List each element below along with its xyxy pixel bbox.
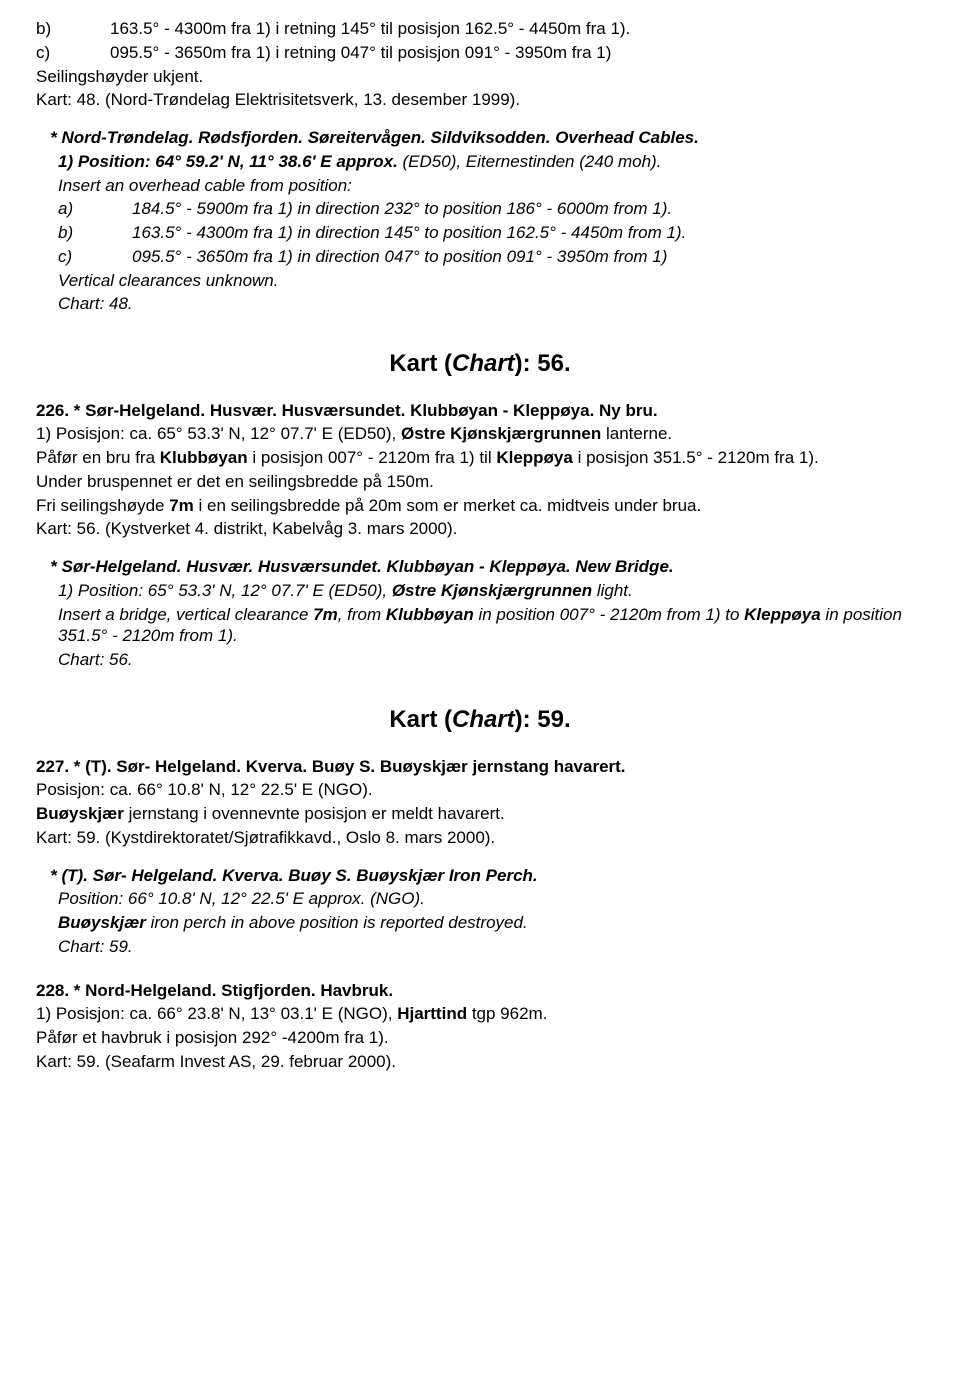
english-title: * Sør-Helgeland. Husvær. Husværsundet. K… [36,556,924,578]
fragment: tgp 962m. [467,1004,547,1023]
body-line: Fri seilingshøyde 7m i en seilingsbredde… [36,495,924,517]
body-line: Posisjon: ca. 66° 10.8' N, 12° 22.5' E (… [36,779,924,801]
body-line: Chart: 48. [36,293,924,315]
list-label: c) [36,42,110,64]
list-text: 163.5° - 4300m fra 1) i retning 145° til… [110,18,924,40]
fragment: jernstang i ovennevnte posisjon er meldt… [124,804,505,823]
fragment: ): 56. [515,350,571,377]
body-line: 1) Position: 64° 59.2' N, 11° 38.6' E ap… [36,151,924,173]
fragment: Østre Kjønskjærgrunnen [401,424,601,443]
body-line: Kart: 59. (Kystdirektoratet/Sjøtrafikkav… [36,827,924,849]
fragment: iron perch in above position is reported… [146,913,528,932]
body-line: 1) Posisjon: ca. 65° 53.3' N, 12° 07.7' … [36,423,924,445]
fragment: Chart [452,706,515,733]
fragment: 1) Position: 65° 53.3' N, 12° 07.7' E (E… [58,581,392,600]
body-line: Kart: 59. (Seafarm Invest AS, 29. februa… [36,1051,924,1073]
fragment: Fri seilingshøyde [36,496,169,515]
body-line: Chart: 59. [36,936,924,958]
fragment: light. [592,581,633,600]
body-line: Chart: 56. [36,649,924,671]
fragment: i posisjon 351.5° - 2120m fra 1). [573,448,819,467]
list-item: b) 163.5° - 4300m fra 1) in direction 14… [36,222,924,244]
chart-heading-56: Kart (Chart): 56. [36,349,924,380]
body-line: Buøyskjær jernstang i ovennevnte posisjo… [36,803,924,825]
fragment: Østre Kjønskjærgrunnen [392,581,592,600]
fragment: i posisjon 007° - 2120m fra 1) til [248,448,497,467]
fragment: Chart [452,350,515,377]
notice-title: 226. * Sør-Helgeland. Husvær. Husværsund… [36,400,924,422]
fragment: i en seilingsbredde på 20m som er merket… [194,496,701,515]
body-line: Position: 66° 10.8' N, 12° 22.5' E appro… [36,888,924,910]
body-line: Kart: 48. (Nord-Trøndelag Elektrisitetsv… [36,89,924,111]
list-text: 184.5° - 5900m fra 1) in direction 232° … [132,198,924,220]
fragment: lanterne. [601,424,672,443]
fragment: Insert a bridge, vertical clearance [58,605,313,624]
body-line: 1) Posisjon: ca. 66° 23.8' N, 13° 03.1' … [36,1003,924,1025]
fragment: Kart ( [389,350,452,377]
body-line: Påfør en bru fra Klubbøyan i posisjon 00… [36,447,924,469]
list-item: c) 095.5° - 3650m fra 1) in direction 04… [36,246,924,268]
fragment: in position 007° - 2120m from 1) to [474,605,744,624]
fragment: Kleppøya [496,448,573,467]
notice-title: 227. * (T). Sør- Helgeland. Kverva. Buøy… [36,756,924,778]
list-text: 163.5° - 4300m fra 1) in direction 145° … [132,222,924,244]
fragment: 7m [313,605,338,624]
list-label: c) [58,246,132,268]
list-label: b) [36,18,110,40]
body-line: Vertical clearances unknown. [36,270,924,292]
notice-top: b) 163.5° - 4300m fra 1) i retning 145° … [36,18,924,315]
list-text: 095.5° - 3650m fra 1) in direction 047° … [132,246,924,268]
fragment: Klubbøyan [160,448,248,467]
notice-title: 228. * Nord-Helgeland. Stigfjorden. Havb… [36,980,924,1002]
chart-heading-59: Kart (Chart): 59. [36,705,924,736]
notice-228: 228. * Nord-Helgeland. Stigfjorden. Havb… [36,980,924,1073]
body-line: Under bruspennet er det en seilingsbredd… [36,471,924,493]
fragment: Kleppøya [744,605,821,624]
fragment: , from [338,605,386,624]
list-item: a) 184.5° - 5900m fra 1) in direction 23… [36,198,924,220]
fragment: Hjarttind [397,1004,467,1023]
list-text: 095.5° - 3650m fra 1) i retning 047° til… [110,42,924,64]
list-item: b) 163.5° - 4300m fra 1) i retning 145° … [36,18,924,40]
body-line: Buøyskjær iron perch in above position i… [36,912,924,934]
fragment: ): 59. [515,706,571,733]
fragment: 1) Posisjon: ca. 66° 23.8' N, 13° 03.1' … [36,1004,397,1023]
fragment: Påfør en bru fra [36,448,160,467]
fragment: Buøyskjær [36,804,124,823]
fragment: 1) Posisjon: ca. 65° 53.3' N, 12° 07.7' … [36,424,401,443]
fragment: (ED50), Eiternestinden (240 moh). [398,152,662,171]
body-line: 1) Position: 65° 53.3' N, 12° 07.7' E (E… [36,580,924,602]
body-line: Insert a bridge, vertical clearance 7m, … [36,604,924,648]
fragment: 7m [169,496,194,515]
body-line: Kart: 56. (Kystverket 4. distrikt, Kabel… [36,518,924,540]
notice-226: 226. * Sør-Helgeland. Husvær. Husværsund… [36,400,924,671]
list-item: c) 095.5° - 3650m fra 1) i retning 047° … [36,42,924,64]
fragment: 1) Position: 64° 59.2' N, 11° 38.6' E ap… [58,152,398,171]
body-line: Seilingshøyder ukjent. [36,66,924,88]
body-line: Insert an overhead cable from position: [36,175,924,197]
notice-227: 227. * (T). Sør- Helgeland. Kverva. Buøy… [36,756,924,958]
fragment: Kart ( [389,706,452,733]
english-title: * (T). Sør- Helgeland. Kverva. Buøy S. B… [36,865,924,887]
list-label: a) [58,198,132,220]
fragment: Buøyskjær [58,913,146,932]
english-title: * Nord-Trøndelag. Rødsfjorden. Søreiterv… [36,127,924,149]
fragment: Klubbøyan [386,605,474,624]
list-label: b) [58,222,132,244]
body-line: Påfør et havbruk i posisjon 292° -4200m … [36,1027,924,1049]
